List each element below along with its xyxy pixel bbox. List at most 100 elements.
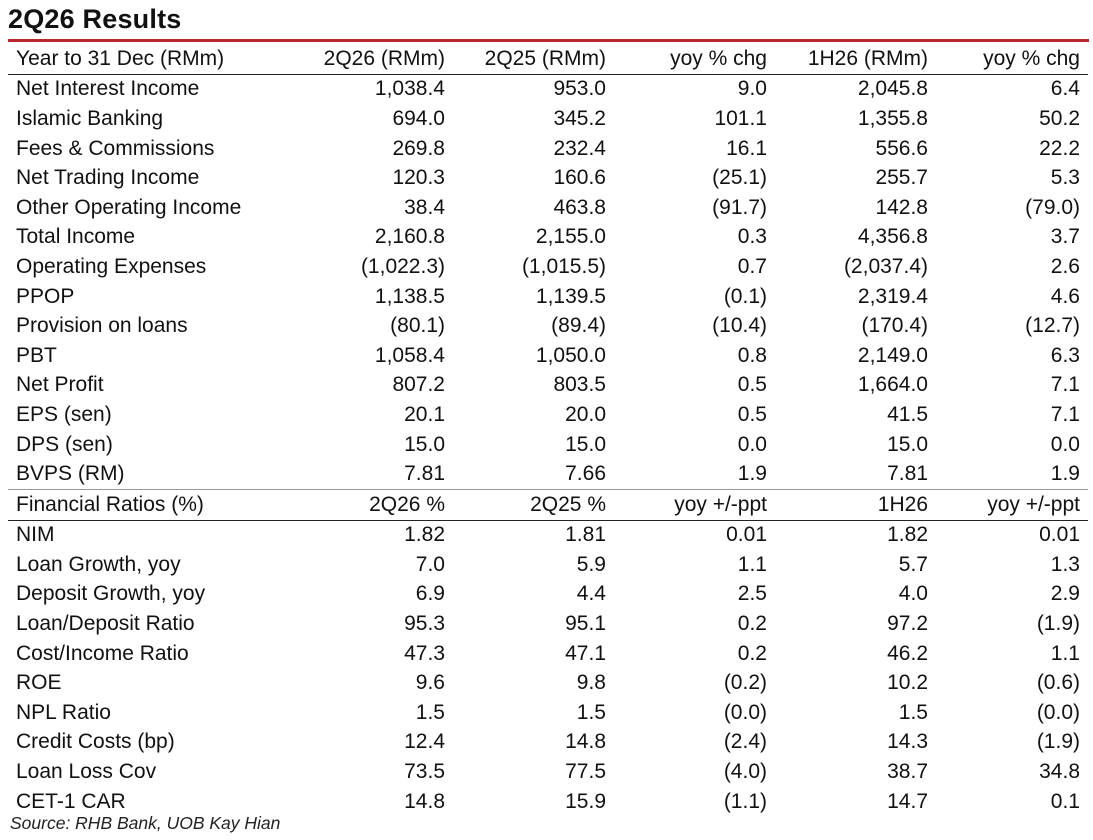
cell-value: 38.4 (404, 195, 445, 219)
row-label: Net Trading Income (16, 166, 200, 190)
table-row: Loan Growth, yoy 7.0 5.9 1.1 5.7 1.3 (8, 550, 1088, 580)
table-row: Net Trading Income 120.3 160.6 (25.1) 255.7 5… (8, 163, 1088, 193)
cell-value: 14.3 (887, 730, 928, 754)
cell-value: 95.1 (565, 612, 606, 636)
cell-value: 50.2 (1039, 106, 1080, 130)
table-row: BVPS (RM) 7.81 7.66 1.9 7.81 1.9 (8, 459, 1088, 489)
title-divider (8, 39, 1089, 42)
cell-value: 1.1 (1050, 641, 1080, 665)
cell-value: 1,038.4 (374, 77, 445, 101)
row-label: Islamic Banking (16, 106, 164, 130)
cell-value: 3.7 (1050, 225, 1080, 249)
row-label: Operating Expenses (16, 254, 207, 278)
income-header-row: Year to 31 Dec (RMm) 2Q26 (RMm) 2Q25 (RMm)… (8, 44, 1088, 75)
cell-value: 953.0 (553, 77, 606, 101)
row-label: Cost/Income Ratio (16, 641, 189, 665)
row-label: PPOP (16, 284, 75, 308)
cell-value: 807.2 (392, 373, 445, 397)
cell-value: 6.3 (1050, 343, 1080, 367)
cell-value: 0.01 (1039, 523, 1080, 547)
cell-value: 7.66 (565, 462, 606, 486)
cell-value: 7.1 (1050, 373, 1080, 397)
cell-value: 232.4 (553, 136, 606, 160)
table-row: Cost/Income Ratio 47.3 47.1 0.2 46.2 1.1 (8, 639, 1088, 669)
cell-value: 0.01 (726, 523, 767, 547)
row-label: Deposit Growth, yoy (16, 582, 206, 606)
cell-value: 4,356.8 (857, 225, 928, 249)
cell-value: (79.0) (1025, 195, 1080, 219)
cell-value: 463.8 (553, 195, 606, 219)
results-table: Year to 31 Dec (RMm) 2Q26 (RMm) 2Q25 (RMm)… (8, 44, 1088, 816)
page-title: 2Q26 Results (8, 4, 182, 34)
cell-value: 10.2 (887, 671, 928, 695)
row-label: CET-1 CAR (16, 789, 126, 813)
row-label: Loan Growth, yoy (16, 552, 181, 576)
cell-value: 2,319.4 (857, 284, 928, 308)
cell-value: 0.0 (1050, 432, 1080, 456)
cell-value: 5.3 (1050, 166, 1080, 190)
cell-value: 6.9 (415, 582, 445, 606)
cell-value: 22.2 (1039, 136, 1080, 160)
cell-value: (89.4) (551, 314, 606, 338)
cell-value: 1,058.4 (374, 343, 445, 367)
table-row: Total Income 2,160.8 2,155.0 0.3 4,356.8 3.7 (8, 223, 1088, 253)
cell-value: 2,149.0 (857, 343, 928, 367)
cell-value: 803.5 (553, 373, 606, 397)
cell-value: 41.5 (887, 402, 928, 426)
cell-value: 2.5 (737, 582, 767, 606)
cell-value: 47.3 (404, 641, 445, 665)
cell-value: 0.1 (1050, 789, 1080, 813)
table-row: Loan Loss Cov 73.5 77.5 (4.0) 38.7 34.8 (8, 757, 1088, 787)
cell-value: (1.1) (723, 789, 767, 813)
cell-value: 4.6 (1050, 284, 1080, 308)
cell-value: 1,050.0 (535, 343, 606, 367)
table-row: CET-1 CAR 14.8 15.9 (1.1) 14.7 0.1 (8, 787, 1088, 817)
row-label: NIM (16, 523, 55, 547)
cell-value: 694.0 (392, 106, 445, 130)
cell-value: (0.0) (1036, 700, 1080, 724)
cell-value: (0.6) (1036, 671, 1080, 695)
column-header: 2Q26 (RMm) (290, 44, 453, 75)
cell-value: 16.1 (726, 136, 767, 160)
cell-value: 142.8 (875, 195, 928, 219)
table-row: Provision on loans (80.1) (89.4) (10.4) (170… (8, 311, 1088, 341)
cell-value: 2,160.8 (374, 225, 445, 249)
cell-value: 1.5 (576, 700, 606, 724)
ratios-header-row: Financial Ratios (%) 2Q26 % 2Q25 % yoy +/-p… (8, 488, 1088, 521)
cell-value: 2,045.8 (857, 77, 928, 101)
row-label: Fees & Commissions (16, 136, 215, 160)
cell-value: (2,037.4) (843, 254, 928, 278)
row-label: ROE (16, 671, 62, 695)
cell-value: (12.7) (1025, 314, 1080, 338)
cell-value: 15.0 (404, 432, 445, 456)
cell-value: 14.7 (887, 789, 928, 813)
row-label: BVPS (RM) (16, 462, 125, 486)
cell-value: 6.4 (1050, 77, 1080, 101)
cell-value: (80.1) (390, 314, 445, 338)
cell-value: 1.82 (404, 523, 445, 547)
row-label: Provision on loans (16, 314, 188, 338)
row-label: DPS (sen) (16, 432, 113, 456)
cell-value: 4.4 (576, 582, 606, 606)
table-row: DPS (sen) 15.0 15.0 0.0 15.0 0.0 (8, 430, 1088, 460)
cell-value: 7.0 (415, 552, 445, 576)
cell-value: 4.0 (898, 582, 928, 606)
column-header: Year to 31 Dec (RMm) (8, 44, 290, 75)
cell-value: 345.2 (553, 106, 606, 130)
cell-value: 9.8 (576, 671, 606, 695)
cell-value: (2.4) (723, 730, 767, 754)
column-header: yoy % chg (614, 44, 775, 75)
cell-value: 2.9 (1050, 582, 1080, 606)
column-header: 2Q25 (RMm) (453, 44, 614, 75)
cell-value: 9.6 (415, 671, 445, 695)
table-row: PPOP 1,138.5 1,139.5 (0.1) 2,319.4 4.6 (8, 282, 1088, 312)
table-row: Other Operating Income 38.4 463.8 (91.7) 142… (8, 193, 1088, 223)
row-label: Total Income (16, 225, 136, 249)
cell-value: 0.3 (737, 225, 767, 249)
cell-value: (4.0) (723, 760, 767, 784)
cell-value: (170.4) (861, 314, 928, 338)
cell-value: 7.1 (1050, 402, 1080, 426)
cell-value: (0.0) (723, 700, 767, 724)
cell-value: 1.5 (415, 700, 445, 724)
cell-value: 160.6 (553, 166, 606, 190)
